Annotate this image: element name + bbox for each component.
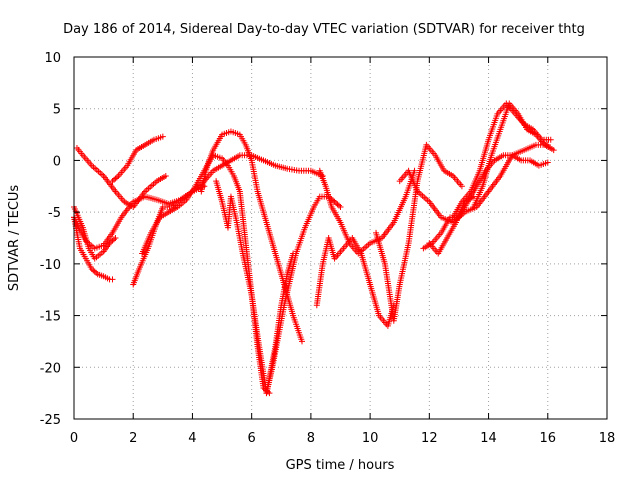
series-17 [470, 100, 557, 210]
data-point [159, 133, 166, 140]
x-tick-label: 2 [129, 431, 137, 446]
trace-marker [334, 201, 341, 208]
y-axis-label: SDTVAR / TECUs [7, 185, 22, 292]
y-tick-label: -10 [40, 258, 61, 273]
data-point [112, 235, 119, 241]
data-point [337, 203, 344, 210]
data-point [550, 147, 557, 154]
series-12 [316, 167, 418, 257]
trace-marker [110, 236, 117, 243]
series-16 [450, 100, 554, 221]
data-point [299, 338, 306, 345]
trace-marker [93, 269, 100, 276]
data-point [547, 136, 554, 143]
y-tick-label: 10 [44, 51, 61, 66]
series-5 [109, 133, 166, 185]
series-18 [426, 193, 477, 257]
x-tick-label: 6 [248, 431, 256, 446]
data-points [71, 100, 557, 397]
y-tick-label: -20 [40, 361, 61, 376]
y-tick-label: -15 [40, 310, 61, 325]
series-3 [71, 214, 116, 283]
x-tick-label: 10 [362, 431, 379, 446]
series-11 [313, 235, 397, 329]
x-tick-label: 0 [70, 431, 78, 446]
chart-title: Day 186 of 2014, Sidereal Day-to-day VTE… [63, 22, 585, 37]
y-tick-label: 5 [53, 103, 61, 118]
series-4 [73, 145, 169, 210]
data-point [88, 266, 95, 273]
series-9 [213, 178, 297, 397]
trace-marker [112, 175, 119, 182]
x-tick-label: 8 [307, 431, 315, 446]
x-axis-label: GPS time / hours [286, 458, 395, 473]
axis-ticks: 0 2 4 6 8 10 12 14 16 18 -25 -20 -15 -10 -5 0 5 10 [40, 51, 616, 446]
series-10 [263, 193, 344, 397]
data-point [470, 193, 477, 200]
data-point [544, 159, 551, 166]
trace-marker [90, 267, 97, 274]
data-point [411, 167, 418, 174]
trace-marker [91, 268, 98, 275]
data-point [109, 276, 116, 283]
x-tick-label: 4 [188, 431, 196, 446]
data-point [331, 198, 338, 205]
plot-frame [73, 56, 608, 420]
data-point [109, 178, 116, 185]
data-point [458, 183, 465, 190]
trace-marker [113, 174, 120, 181]
series-8 [139, 152, 273, 397]
y-tick-label: -25 [40, 413, 61, 428]
series-13 [373, 141, 465, 324]
trace-marker [333, 200, 340, 207]
y-tick-label: -5 [48, 206, 61, 221]
y-tick-label: 0 [53, 154, 61, 169]
data-point [162, 172, 169, 179]
x-tick-label: 16 [540, 431, 557, 446]
trace-marker [109, 237, 116, 244]
x-tick-label: 14 [480, 431, 497, 446]
x-tick-label: 12 [421, 431, 438, 446]
x-tick-label: 18 [599, 431, 616, 446]
trace-marker [336, 202, 343, 209]
trace-marker [110, 176, 117, 183]
